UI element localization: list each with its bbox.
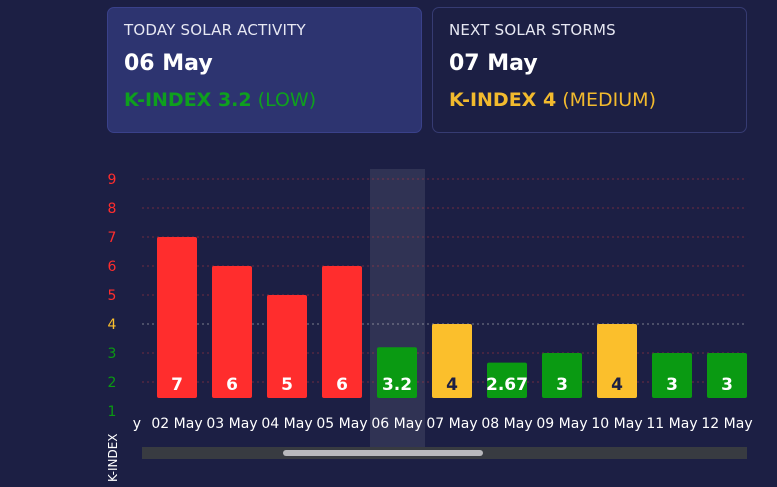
y-axis-title: K-INDEX bbox=[106, 434, 120, 483]
bar bbox=[267, 295, 307, 398]
y-tick-label: 3 bbox=[108, 346, 117, 362]
bar-value-label: 6 bbox=[336, 375, 348, 395]
today-card-date: 06 May bbox=[124, 51, 213, 76]
y-tick-label: 7 bbox=[108, 230, 117, 246]
bar bbox=[707, 353, 747, 398]
bar bbox=[432, 324, 472, 398]
today-k-index-value: K-INDEX 3.2 bbox=[124, 89, 252, 111]
chart-scrollbar[interactable] bbox=[142, 447, 747, 459]
x-tick-label: 05 May bbox=[316, 416, 367, 432]
x-tick-label: 10 May bbox=[591, 416, 642, 432]
today-activity-card: TODAY SOLAR ACTIVITY 06 May K-INDEX 3.2 … bbox=[107, 7, 422, 133]
x-tick-label: 08 May bbox=[481, 416, 532, 432]
bar bbox=[542, 353, 582, 398]
bar-value-label: 2.67 bbox=[486, 375, 528, 395]
x-tick-label-clipped: y bbox=[133, 416, 141, 432]
bar bbox=[377, 347, 417, 398]
next-card-title: NEXT SOLAR STORMS bbox=[449, 21, 616, 39]
y-tick-label: 8 bbox=[108, 201, 117, 217]
x-tick-label: 07 May bbox=[426, 416, 477, 432]
chart-scrollbar-thumb[interactable] bbox=[283, 450, 483, 456]
bar-value-label: 4 bbox=[611, 375, 623, 395]
today-level-text: (LOW) bbox=[257, 89, 317, 111]
bar bbox=[597, 324, 637, 398]
next-level-text: (MEDIUM) bbox=[562, 89, 656, 111]
bar-value-label: 3 bbox=[721, 375, 733, 395]
bar-value-label: 3 bbox=[666, 375, 678, 395]
x-tick-label: 12 May bbox=[701, 416, 752, 432]
bar-value-label: 4 bbox=[446, 375, 458, 395]
next-storms-card: NEXT SOLAR STORMS 07 May K-INDEX 4 (MEDI… bbox=[432, 7, 747, 133]
x-tick-label: 09 May bbox=[536, 416, 587, 432]
x-tick-label: 02 May bbox=[151, 416, 202, 432]
next-card-date: 07 May bbox=[449, 51, 538, 76]
bar-value-label: 3 bbox=[556, 375, 568, 395]
x-tick-label: 04 May bbox=[261, 416, 312, 432]
today-card-title: TODAY SOLAR ACTIVITY bbox=[124, 21, 306, 39]
bar-value-label: 3.2 bbox=[382, 375, 412, 395]
highlight-band bbox=[370, 169, 425, 447]
today-k-index-line: K-INDEX 3.2 (LOW) bbox=[124, 89, 405, 111]
bar bbox=[212, 266, 252, 398]
x-tick-label: 03 May bbox=[206, 416, 257, 432]
y-tick-label: 5 bbox=[108, 288, 117, 304]
bar bbox=[157, 237, 197, 398]
bar-value-label: 6 bbox=[226, 375, 238, 395]
bar-value-label: 7 bbox=[171, 375, 183, 395]
x-tick-label: 06 May bbox=[371, 416, 422, 432]
next-k-index-line: K-INDEX 4 (MEDIUM) bbox=[449, 89, 730, 111]
y-tick-label: 6 bbox=[108, 259, 117, 275]
next-k-index-value: K-INDEX 4 bbox=[449, 89, 557, 111]
bar bbox=[652, 353, 692, 398]
bar-value-label: 5 bbox=[281, 375, 293, 395]
x-tick-label: 11 May bbox=[646, 416, 697, 432]
y-tick-label: 4 bbox=[108, 317, 117, 333]
bar bbox=[322, 266, 362, 398]
bar bbox=[487, 362, 527, 398]
y-tick-label: 2 bbox=[108, 375, 117, 391]
y-tick-label: 1 bbox=[108, 404, 117, 420]
y-tick-label: 9 bbox=[108, 172, 117, 188]
